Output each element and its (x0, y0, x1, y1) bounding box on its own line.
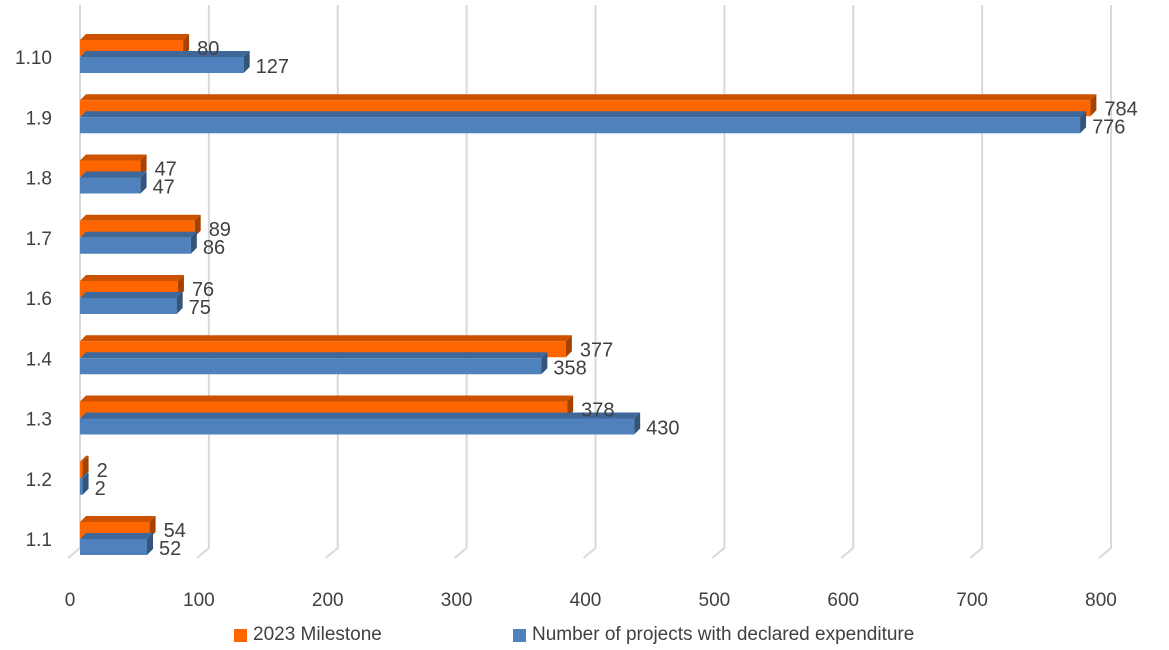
data-label-milestone-1-3: 378 (581, 400, 614, 422)
data-label-declared-expenditure-1-1: 52 (159, 538, 181, 560)
data-label-milestone-1-7: 89 (209, 219, 231, 241)
legend-label-declared-expenditure: Number of projects with declared expendi… (532, 624, 915, 645)
data-label-milestone-1-1: 54 (164, 520, 186, 542)
x-tick-label-700: 700 (956, 590, 988, 611)
data-label-milestone-1-4: 377 (580, 339, 613, 361)
category-label-1-3: 1.3 (26, 410, 52, 431)
category-labels: 1.1 1.2 1.3 1.4 1.6 1.7 1.8 1.9 1.10 (15, 48, 52, 551)
legend-swatch-milestone (234, 628, 247, 642)
legend-item-declared-expenditure: Number of projects with declared expendi… (513, 624, 914, 646)
data-label-milestone-1-10: 80 (197, 38, 219, 60)
data-label-milestone-1-2: 2 (97, 460, 108, 482)
x-tick-label-0: 0 (65, 590, 76, 611)
data-label-declared-expenditure-1-6: 75 (189, 297, 211, 319)
legend-swatch-declared-expenditure (513, 628, 526, 642)
data-label-declared-expenditure-1-9: 776 (1092, 116, 1125, 138)
category-label-1-4: 1.4 (26, 349, 53, 370)
gridline-600 (840, 5, 855, 559)
legend: 2023 Milestone Number of projects with d… (0, 620, 1169, 650)
x-tick-label-500: 500 (699, 590, 731, 611)
gridline-400 (582, 5, 597, 559)
bar-declared-expenditure-1-10 (80, 51, 250, 73)
bar-declared-expenditure-1-4 (80, 352, 548, 375)
category-label-1-6: 1.6 (26, 289, 52, 310)
category-label-1-9: 1.9 (26, 108, 52, 129)
x-tick-label-400: 400 (570, 590, 602, 611)
x-tick-label-300: 300 (441, 590, 473, 611)
bar-declared-expenditure-1-3 (80, 412, 641, 435)
bar-declared-expenditure-1-6 (80, 292, 183, 314)
gridline-100 (196, 5, 210, 559)
category-label-1-8: 1.8 (26, 169, 52, 190)
data-label-declared-expenditure-1-3: 430 (646, 418, 679, 440)
bar-milestone-1-2 (80, 455, 89, 478)
x-tick-label-100: 100 (183, 590, 215, 611)
x-tick-label-200: 200 (312, 590, 344, 611)
legend-item-milestone: 2023 Milestone (234, 624, 382, 646)
legend-label-milestone: 2023 Milestone (253, 624, 382, 645)
gridline-0 (67, 5, 81, 559)
data-label-declared-expenditure-1-7: 86 (203, 237, 225, 259)
x-tick-label-800: 800 (1085, 590, 1117, 611)
data-label-milestone-1-8: 47 (155, 159, 177, 181)
category-label-1-2: 1.2 (26, 470, 52, 491)
data-label-declared-expenditure-1-10: 127 (256, 56, 289, 78)
gridline-200 (325, 5, 339, 559)
gridline-500 (711, 5, 726, 559)
bar-declared-expenditure-1-9 (80, 111, 1087, 134)
x-tick-label-600: 600 (827, 590, 859, 611)
bar-declared-expenditure-1-2 (80, 472, 89, 495)
bar-declared-expenditure-1-8 (80, 171, 147, 194)
gridline-300 (453, 5, 468, 559)
data-label-declared-expenditure-1-4: 358 (553, 357, 586, 379)
data-label-declared-expenditure-1-2: 2 (95, 478, 106, 500)
gridlines (67, 5, 1112, 559)
data-label-milestone-1-6: 76 (192, 279, 214, 301)
data-label-declared-expenditure-1-8: 47 (153, 177, 175, 199)
data-label-milestone-1-9: 784 (1104, 98, 1137, 120)
bars (80, 34, 1097, 555)
bar-declared-expenditure-1-7 (80, 231, 197, 254)
category-label-1-10: 1.10 (15, 48, 52, 69)
gridline-800 (1098, 5, 1112, 559)
bar-declared-expenditure-1-1 (80, 533, 154, 555)
category-label-1-7: 1.7 (26, 229, 52, 250)
category-label-1-1: 1.1 (26, 530, 52, 551)
gridline-700 (969, 5, 984, 559)
x-axis-tick-labels: 0 100 200 300 400 500 600 700 800 (65, 590, 1117, 611)
